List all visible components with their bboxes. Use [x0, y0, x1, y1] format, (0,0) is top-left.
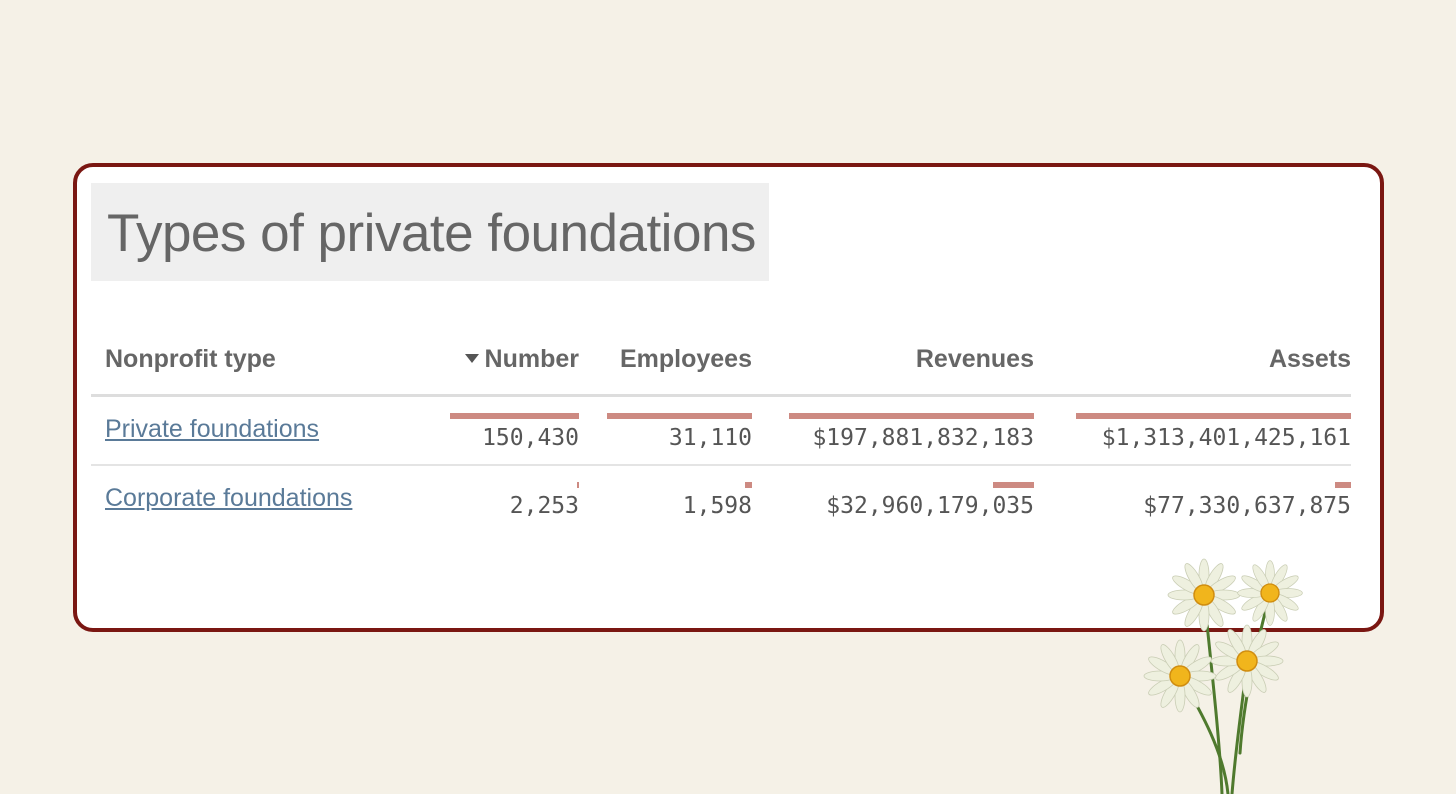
- header-number[interactable]: Number: [464, 345, 579, 374]
- assets-value: $77,330,637,875: [1143, 493, 1351, 519]
- row-link-corporate-foundations[interactable]: Corporate foundations: [105, 484, 353, 512]
- sort-down-caret-icon: [464, 354, 479, 363]
- row-divider: [91, 464, 1351, 466]
- title-box: Types of private foundations: [91, 183, 769, 281]
- header-number-label: Number: [484, 345, 579, 373]
- employees-value: 31,110: [668, 425, 752, 451]
- assets-bar: [1335, 482, 1351, 488]
- header-nonprofit-type[interactable]: Nonprofit type: [105, 345, 276, 373]
- assets-value: $1,313,401,425,161: [1101, 425, 1351, 451]
- page-title: Types of private foundations: [107, 204, 756, 263]
- revenues-value: $32,960,179,035: [826, 493, 1034, 519]
- header-assets[interactable]: Assets: [1269, 345, 1351, 373]
- revenues-bar: [789, 413, 1034, 419]
- number-value: 2,253: [509, 493, 579, 519]
- assets-bar: [1076, 413, 1351, 419]
- revenues-bar: [993, 482, 1034, 488]
- employees-bar: [607, 413, 752, 419]
- number-bar: [577, 482, 579, 488]
- employees-value: 1,598: [682, 493, 752, 519]
- number-bar: [450, 413, 579, 419]
- header-revenues[interactable]: Revenues: [915, 345, 1034, 373]
- foundations-card: Types of private foundations Nonprofit t…: [73, 163, 1384, 632]
- daisy-flowers-illustration: [1143, 558, 1303, 794]
- number-value: 150,430: [482, 425, 579, 451]
- header-employees[interactable]: Employees: [619, 345, 752, 373]
- employees-bar: [745, 482, 752, 488]
- revenues-value: $197,881,832,183: [812, 425, 1034, 451]
- header-divider: [91, 394, 1351, 397]
- row-link-private-foundations[interactable]: Private foundations: [105, 415, 320, 443]
